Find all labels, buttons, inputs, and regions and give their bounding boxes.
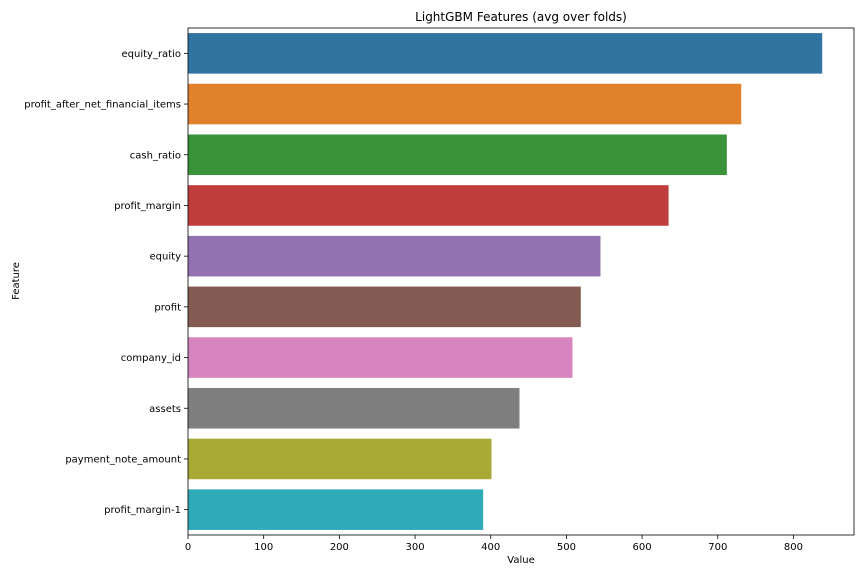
chart-title: LightGBM Features (avg over folds) (415, 10, 627, 24)
bars-group (188, 33, 823, 530)
bar-equity (188, 235, 601, 277)
bar-profit_margin (188, 185, 669, 226)
bar-company_id (188, 337, 573, 378)
plot-frame (187, 27, 855, 536)
bar-profit_after_net_financial_items (188, 83, 742, 125)
x-tick-label: 100 (254, 542, 273, 553)
x-tick-label: 500 (557, 542, 576, 553)
x-tick-label: 400 (481, 542, 500, 553)
y-tick-label: equity_ratio (121, 49, 181, 60)
y-tick-label: profit_margin (114, 201, 181, 212)
bar-profit_margin-1 (188, 489, 484, 530)
bar-payment_note_amount (188, 438, 492, 480)
x-tick-label: 800 (784, 542, 803, 553)
x-tick-label: 200 (330, 542, 349, 553)
bar-assets (188, 387, 520, 429)
x-tick-label: 600 (633, 542, 652, 553)
y-tick-label: payment_note_amount (65, 454, 181, 465)
y-tick-label: company_id (121, 353, 181, 364)
x-tick-label: 300 (405, 542, 424, 553)
bar-profit (188, 286, 581, 328)
y-tick-label: profit (154, 302, 181, 313)
y-tick-label: profit_after_net_financial_items (24, 100, 181, 111)
y-tick-label: profit_margin-1 (104, 505, 181, 516)
x-axis-title: Value (507, 555, 534, 566)
x-tick-label: 700 (708, 542, 727, 553)
bar-equity_ratio (188, 33, 823, 74)
y-axis-ticks: equity_ratio profit_after_net_financial_i… (24, 49, 188, 516)
x-axis-ticks: 0 100 200 300 400 500 600 700 800 (185, 535, 803, 553)
y-tick-label: assets (149, 404, 181, 415)
bar-cash_ratio (188, 134, 727, 176)
y-tick-label: equity (150, 252, 182, 263)
y-axis-title: Feature (11, 262, 22, 300)
y-tick-label: cash_ratio (130, 150, 181, 161)
x-tick-label: 0 (185, 542, 191, 553)
